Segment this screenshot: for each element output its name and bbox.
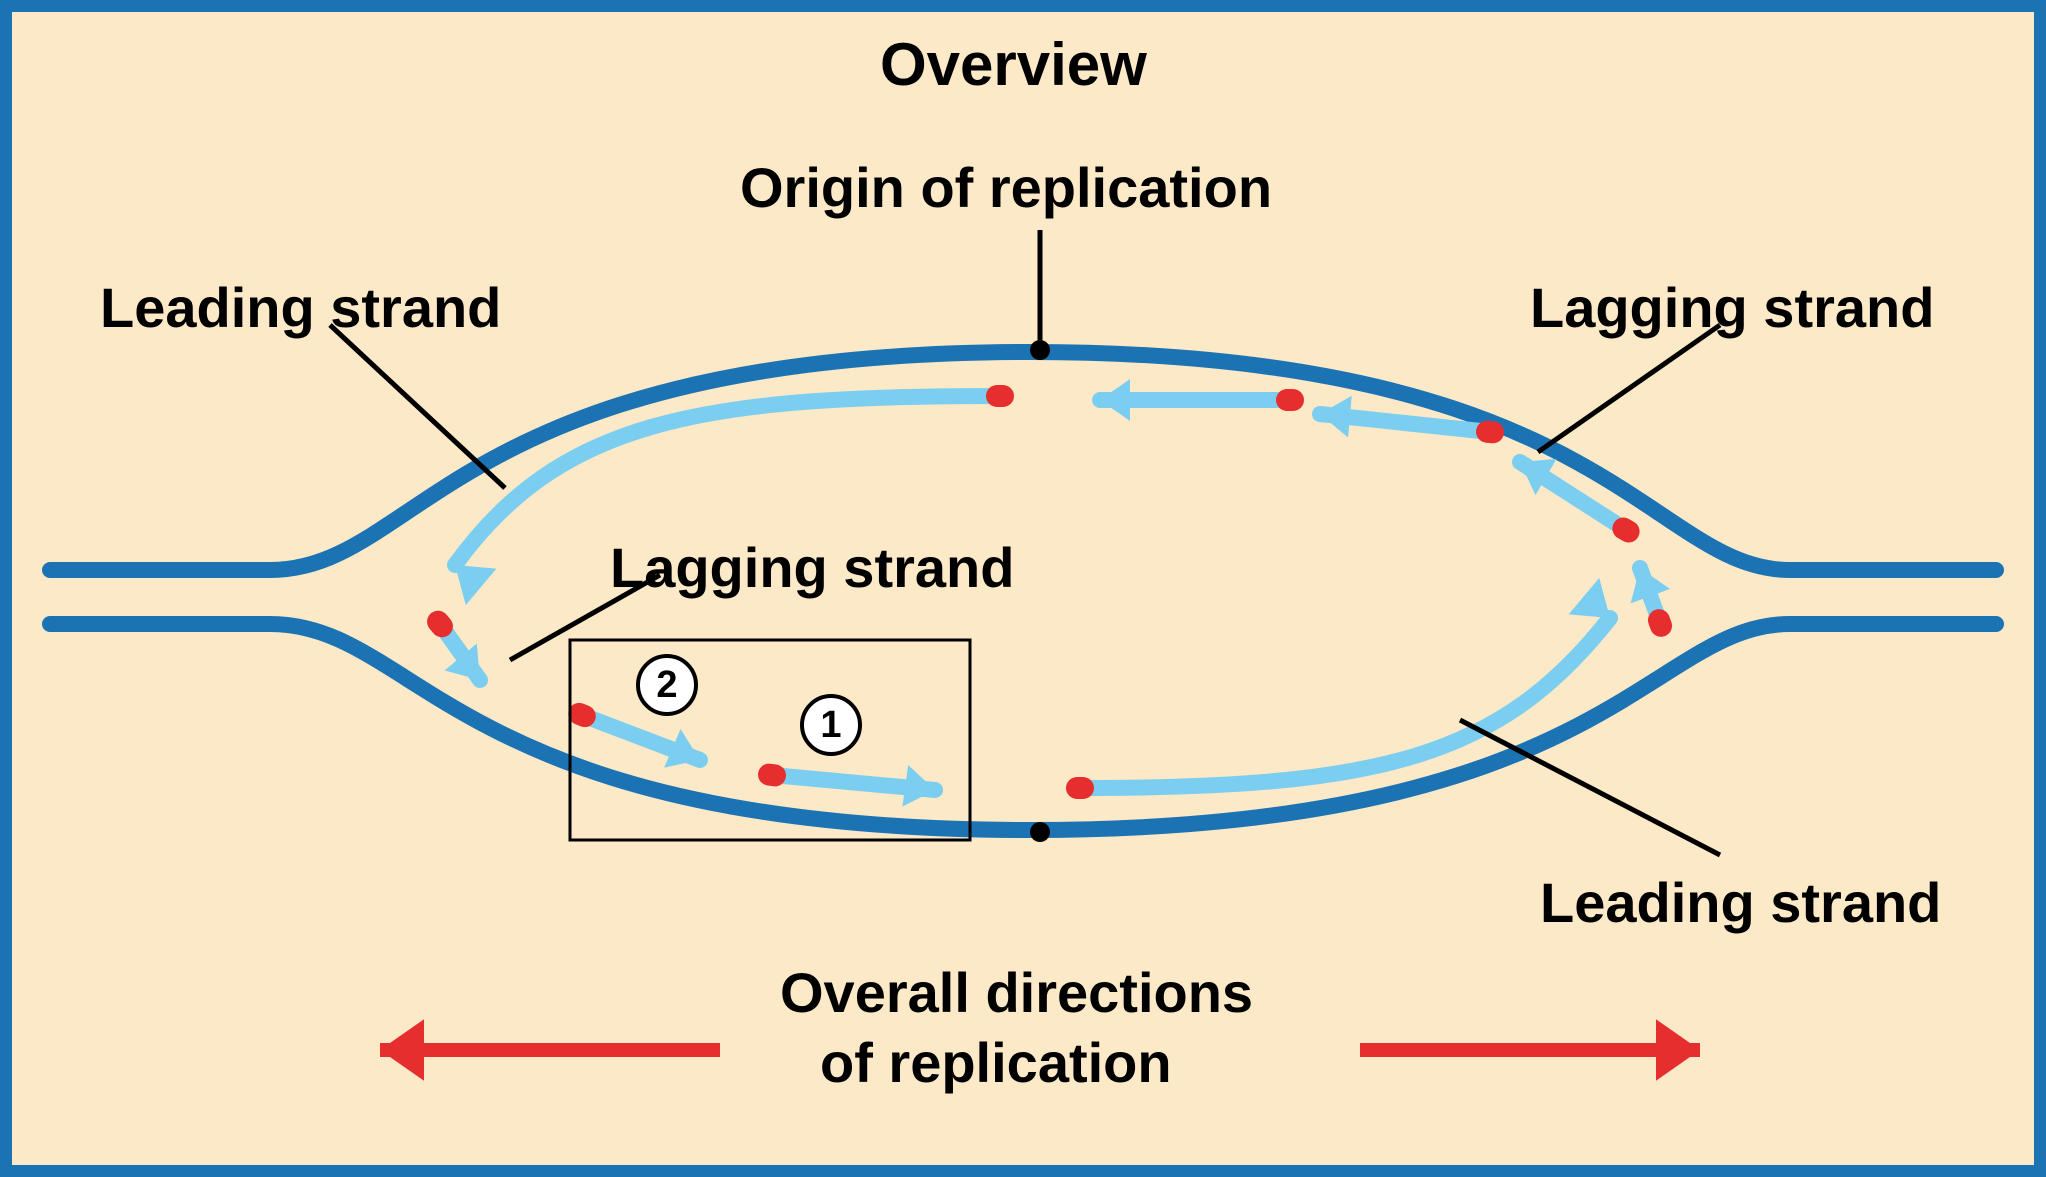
label-lagging-mid: Lagging strand xyxy=(610,535,1014,600)
badge-2: 2 xyxy=(636,654,698,716)
label-leading-right: Leading strand xyxy=(1540,870,1941,935)
badge-2-text: 2 xyxy=(656,664,677,707)
label-lagging-right: Lagging strand xyxy=(1530,275,1934,340)
label-overall-line2: of replication xyxy=(820,1030,1172,1095)
label-origin: Origin of replication xyxy=(740,155,1272,220)
bottom-dot xyxy=(1030,822,1050,842)
label-overall-line1: Overall directions xyxy=(780,960,1253,1025)
label-leading-left: Leading strand xyxy=(100,275,501,340)
title-overview: Overview xyxy=(880,30,1147,99)
diagram-root: Overview Origin of replication Leading s… xyxy=(0,0,2046,1177)
badge-1-text: 1 xyxy=(820,704,841,747)
badge-1: 1 xyxy=(800,694,862,756)
